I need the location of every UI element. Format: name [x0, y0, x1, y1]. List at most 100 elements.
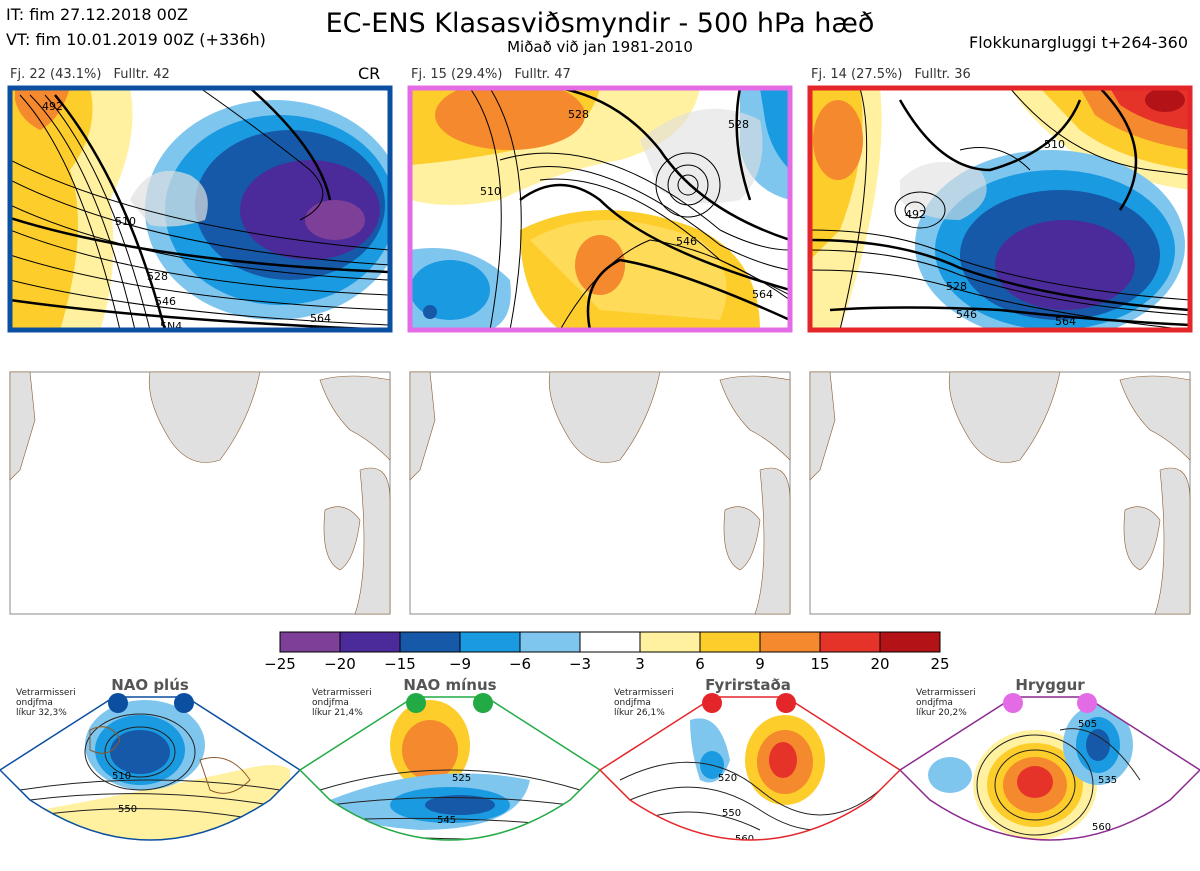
colorbar-swatch [279, 631, 341, 653]
regime-3-contour-520: 520 [718, 773, 737, 784]
cluster-3-contour-564: 564 [1055, 315, 1076, 328]
colorbar-swatch [879, 631, 941, 653]
regime-3-name: Fyrirstaða [705, 676, 791, 694]
regime-3-period: ondjfma [614, 698, 651, 708]
colorbar-swatch [759, 631, 821, 653]
regime-1-name: NAO plús [111, 676, 189, 694]
regime-3-dot-right [776, 693, 796, 713]
base-map-2 [409, 371, 791, 615]
regime-1-season: Vetrarmisseri [16, 688, 76, 698]
cluster-1-contour-5n4: 5N4 [160, 320, 182, 333]
cluster-1-contour-492: 492 [42, 100, 63, 113]
regime-3-meta: Vetrarmisseri ondjfma líkur 26,1% [614, 688, 674, 718]
cluster-2-contour-546: 546 [676, 235, 697, 248]
cluster-3-contour-528: 528 [946, 280, 967, 293]
regime-4-prob: líkur 20,2% [916, 708, 967, 718]
cluster-1-map: 510 528 546 564 492 5N4 [10, 88, 390, 333]
colorbar-swatch [519, 631, 581, 653]
regime-3-contour-560: 560 [735, 834, 754, 845]
colorbar-label: −3 [568, 655, 592, 673]
regime-4-meta: Vetrarmisseri ondjfma líkur 20,2% [916, 688, 976, 718]
colorbar-label: 3 [635, 655, 645, 673]
cluster-2-rep: Fulltr. 47 [514, 67, 571, 82]
regime-1-dot-left [108, 693, 128, 713]
regime-4-contour-505: 505 [1078, 719, 1097, 730]
cluster-2-contour-510: 510 [480, 185, 501, 198]
regime-2-name: NAO mínus [403, 676, 497, 694]
colorbar-label: 9 [755, 655, 765, 673]
base-map-1 [9, 371, 391, 615]
valid-time: VT: fim 10.01.2019 00Z (+336h) [6, 30, 266, 49]
regime-2-meta: Vetrarmisseri ondjfma líkur 21,4% [312, 688, 372, 718]
regime-2-contour-545: 545 [437, 815, 456, 826]
regime-4-dot-right [1077, 693, 1097, 713]
regime-3-prob: líkur 26,1% [614, 708, 665, 718]
cluster-3-count: Fj. 14 (27.5%) [811, 67, 903, 82]
cluster-3-map: 510 528 546 492 564 [810, 88, 1190, 330]
cluster-2-border [407, 85, 793, 333]
colorbar-label: 25 [930, 655, 950, 673]
cluster-1-rep: Fulltr. 42 [113, 67, 170, 82]
regime-3-dot-left [702, 693, 722, 713]
regime-4-period: ondjfma [916, 698, 953, 708]
regime-4-dot-left [1003, 693, 1023, 713]
regime-1-contour-550: 550 [118, 804, 137, 815]
cluster-3-contour-492: 492 [905, 208, 926, 221]
regime-1-period: ondjfma [16, 698, 53, 708]
regime-2-period: ondjfma [312, 698, 349, 708]
regime-2-contour-565: 565 [447, 851, 466, 862]
colorbar-swatch [339, 631, 401, 653]
colorbar-swatch [459, 631, 521, 653]
regime-2-border [298, 696, 602, 841]
cluster-3-border [807, 85, 1193, 333]
regime-2-contour-525: 525 [452, 773, 471, 784]
cluster-3-contour-546: 546 [956, 308, 977, 321]
cluster-3-rep: Fulltr. 36 [914, 67, 971, 82]
regime-3-season: Vetrarmisseri [614, 688, 674, 698]
base-map-3 [809, 371, 1191, 615]
regime-1-border [0, 696, 302, 841]
classification-window: Flokkunargluggi t+264-360 [969, 33, 1188, 52]
regime-1-dot-right [174, 693, 194, 713]
regime-1-prob: líkur 32,3% [16, 708, 67, 718]
cluster-1-label: Fj. 22 (43.1%) Fulltr. 42 [10, 67, 182, 82]
regime-3-contour-550: 550 [722, 808, 741, 819]
colorbar-label: −9 [448, 655, 472, 673]
cluster-2-contour-564: 564 [752, 288, 773, 301]
cluster-2-contour-528b: 528 [728, 118, 749, 131]
regime-2-dot-right [473, 693, 493, 713]
page-subtitle: Miðað við jan 1981-2010 [507, 38, 693, 56]
regime-4-contour-560: 560 [1092, 822, 1111, 833]
colorbar-swatch [579, 631, 641, 653]
cluster-2-contour-528: 528 [568, 108, 589, 121]
regime-4-border [898, 696, 1200, 841]
regime-4-season: Vetrarmisseri [916, 688, 976, 698]
cluster-2-label: Fj. 15 (29.4%) Fulltr. 47 [411, 67, 583, 82]
regime-3-border [598, 696, 902, 841]
colorbar-label: 15 [810, 655, 830, 673]
cluster-1-contour-510: 510 [115, 215, 136, 228]
colorbar-label: −25 [264, 655, 296, 673]
regime-4-name: Hryggur [1015, 676, 1085, 694]
cluster-3-contour-510: 510 [1044, 138, 1065, 151]
regime-2-season: Vetrarmisseri [312, 688, 372, 698]
cluster-1-count: Fj. 22 (43.1%) [10, 67, 102, 82]
colorbar-swatch [399, 631, 461, 653]
regime-1-contour-510: 510 [112, 771, 131, 782]
page-title: EC-ENS Klasasviðsmyndir - 500 hPa hæð [325, 8, 875, 39]
initial-time: IT: fim 27.12.2018 00Z [6, 5, 188, 24]
cluster-3-label: Fj. 14 (27.5%) Fulltr. 36 [811, 67, 983, 82]
cluster-1-border [7, 85, 393, 333]
cluster-2-count: Fj. 15 (29.4%) [411, 67, 503, 82]
colorbar-swatch [819, 631, 881, 653]
colorbar [279, 631, 941, 653]
cluster-1-contour-528: 528 [147, 270, 168, 283]
colorbar-label: −20 [324, 655, 356, 673]
cluster-1-contour-564: 564 [310, 312, 331, 325]
cluster-2-map: 528 510 546 564 528 [410, 88, 790, 330]
regime-2-dot-left [406, 693, 426, 713]
colorbar-swatch [639, 631, 701, 653]
regime-1-meta: Vetrarmisseri ondjfma líkur 32,3% [16, 688, 76, 718]
colorbar-label: 6 [695, 655, 705, 673]
